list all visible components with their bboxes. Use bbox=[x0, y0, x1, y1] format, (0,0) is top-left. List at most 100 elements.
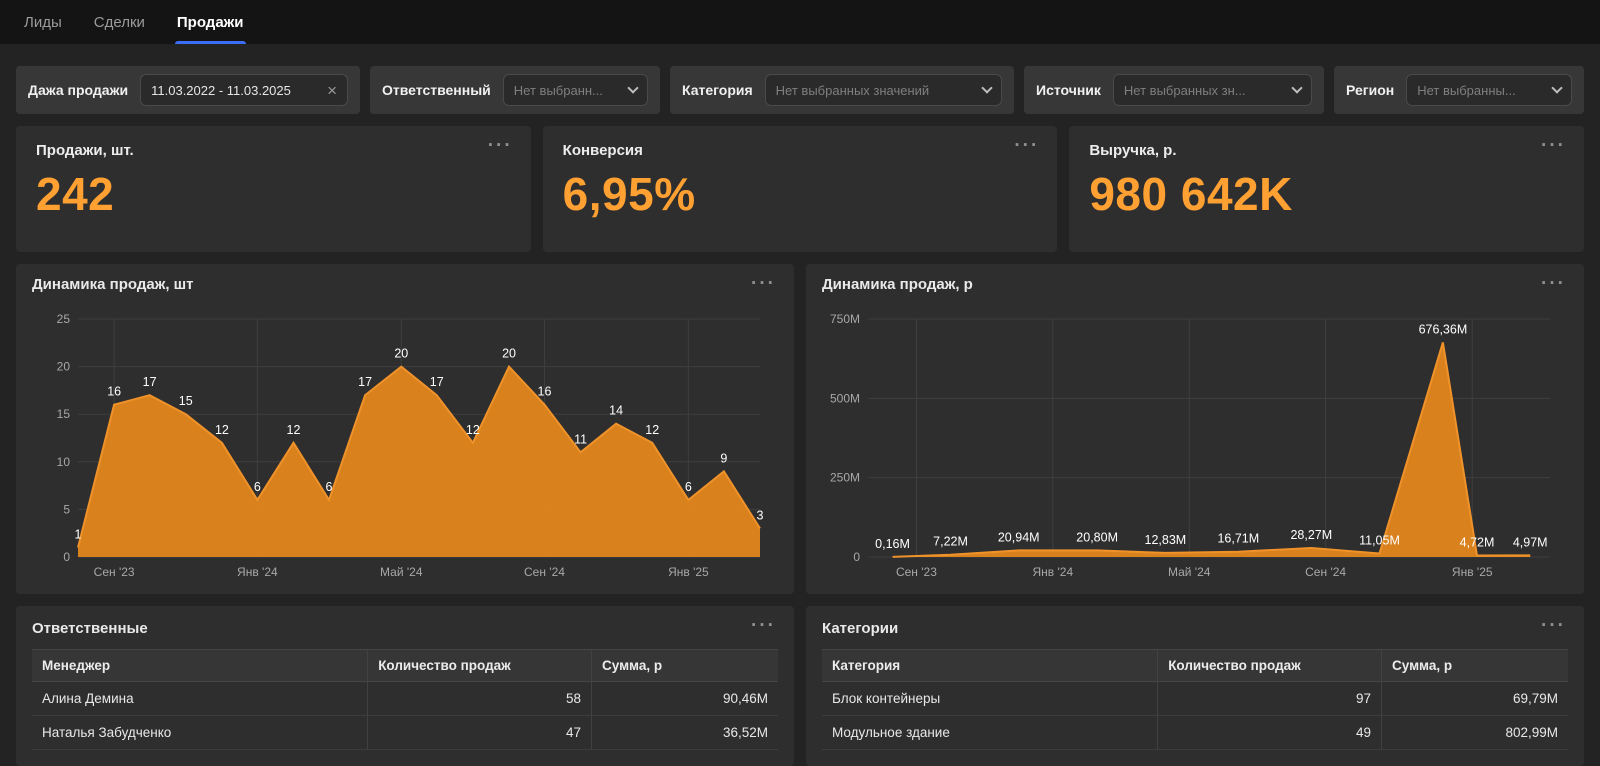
card-menu-button[interactable]: ··· bbox=[1010, 132, 1043, 159]
filter-label: Дажа продажи bbox=[28, 82, 128, 98]
table-title: Ответственные bbox=[32, 620, 778, 637]
svg-text:Янв '25: Янв '25 bbox=[1452, 565, 1493, 579]
svg-text:20: 20 bbox=[502, 347, 516, 361]
kpi-value: 6,95% bbox=[563, 167, 1038, 221]
kpi-title: Продажи, шт. bbox=[36, 142, 511, 159]
svg-text:9: 9 bbox=[720, 451, 727, 465]
filter-select-category[interactable]: Нет выбранных значений bbox=[765, 74, 1002, 106]
svg-text:20: 20 bbox=[57, 360, 71, 374]
svg-text:16: 16 bbox=[107, 385, 121, 399]
chart-card-sales-dynamics-count: ···Динамика продаж, шт0510152025Сен '23Я… bbox=[16, 264, 794, 594]
svg-text:1: 1 bbox=[75, 527, 82, 541]
card-menu-button[interactable]: ··· bbox=[1537, 270, 1570, 297]
managers-table: МенеджерКоличество продажСумма, рАлина Д… bbox=[32, 649, 778, 750]
svg-text:14: 14 bbox=[609, 404, 623, 418]
table-cell: 47 bbox=[368, 716, 592, 750]
svg-text:12: 12 bbox=[645, 423, 659, 437]
filter-select-region[interactable]: Нет выбранны... bbox=[1406, 74, 1572, 106]
card-menu-button[interactable]: ··· bbox=[484, 132, 517, 159]
svg-text:16,71M: 16,71M bbox=[1217, 532, 1259, 546]
card-menu-button[interactable]: ··· bbox=[747, 270, 780, 297]
select-placeholder: Нет выбранных значений bbox=[776, 83, 971, 98]
svg-text:11,05M: 11,05M bbox=[1359, 533, 1400, 547]
table-row: Модульное здание49802,99M bbox=[822, 716, 1568, 750]
chevron-down-icon bbox=[1551, 82, 1562, 93]
chart-card-sales-dynamics-revenue: ···Динамика продаж, р0250M500M750MСен '2… bbox=[806, 264, 1584, 594]
chart-title: Динамика продаж, р bbox=[822, 276, 1568, 293]
table-cell: 90,46M bbox=[591, 682, 778, 716]
kpi-title: Выручка, р. bbox=[1089, 142, 1564, 159]
svg-text:750M: 750M bbox=[830, 312, 860, 326]
card-menu-button[interactable]: ··· bbox=[747, 612, 780, 639]
svg-text:Сен '24: Сен '24 bbox=[1305, 565, 1346, 579]
svg-text:Сен '23: Сен '23 bbox=[94, 565, 135, 579]
date-range-input[interactable]: 11.03.2022 - 11.03.2025 × bbox=[140, 74, 348, 106]
sales-dynamics-count-area-chart: 0510152025Сен '23Янв '24Май '24Сен '24Ян… bbox=[32, 295, 778, 583]
svg-text:Май '24: Май '24 bbox=[1168, 565, 1211, 579]
filter-region: Регион Нет выбранны... bbox=[1334, 66, 1584, 114]
svg-text:5: 5 bbox=[63, 502, 70, 516]
svg-text:4,97M: 4,97M bbox=[1513, 535, 1548, 549]
table-card-managers: ···Ответственные МенеджерКоличество прода… bbox=[16, 606, 794, 766]
chevron-down-icon bbox=[1291, 82, 1302, 93]
svg-text:Янв '25: Янв '25 bbox=[668, 565, 709, 579]
column-header: Менеджер bbox=[32, 650, 368, 682]
tab-sales[interactable]: Продажи bbox=[161, 0, 260, 44]
svg-text:Янв '24: Янв '24 bbox=[1033, 565, 1074, 579]
kpi-card-sales-count: ···Продажи, шт. 242 bbox=[16, 126, 531, 252]
svg-text:676,36M: 676,36M bbox=[1419, 322, 1468, 336]
table-cell: 97 bbox=[1158, 682, 1382, 716]
svg-text:0,16M: 0,16M bbox=[875, 537, 910, 551]
tab-deals[interactable]: Сделки bbox=[78, 0, 161, 44]
card-menu-button[interactable]: ··· bbox=[1537, 132, 1570, 159]
tables-row: ···ОтветственныеМенеджерКоличество прода… bbox=[16, 606, 1584, 766]
svg-text:12: 12 bbox=[215, 423, 229, 437]
svg-text:3: 3 bbox=[757, 508, 764, 522]
svg-text:250M: 250M bbox=[830, 471, 860, 485]
filter-label: Регион bbox=[1346, 82, 1394, 98]
select-placeholder: Нет выбранны... bbox=[1417, 83, 1541, 98]
svg-text:11: 11 bbox=[574, 432, 587, 446]
svg-text:17: 17 bbox=[143, 375, 157, 389]
table-cell: 58 bbox=[368, 682, 592, 716]
table-cell: Модульное здание bbox=[822, 716, 1158, 750]
filter-responsible: ОтветственныйНет выбранн... bbox=[370, 66, 660, 114]
svg-text:25: 25 bbox=[57, 312, 71, 326]
clear-date-icon[interactable]: × bbox=[327, 82, 337, 99]
svg-text:7,22M: 7,22M bbox=[933, 535, 968, 549]
filter-label: Категория bbox=[682, 82, 753, 98]
tab-leads[interactable]: Лиды bbox=[8, 0, 78, 44]
filter-select-source[interactable]: Нет выбранных зн... bbox=[1113, 74, 1312, 106]
svg-text:Май '24: Май '24 bbox=[380, 565, 423, 579]
card-menu-button[interactable]: ··· bbox=[1537, 612, 1570, 639]
svg-text:12: 12 bbox=[287, 423, 301, 437]
date-range-value: 11.03.2022 - 11.03.2025 bbox=[151, 83, 291, 98]
svg-text:10: 10 bbox=[57, 455, 71, 469]
svg-text:0: 0 bbox=[63, 550, 70, 564]
table-cell: Алина Демина bbox=[32, 682, 368, 716]
kpi-card-revenue: ···Выручка, р. 980 642K bbox=[1069, 126, 1584, 252]
table-row: Алина Демина5890,46M bbox=[32, 682, 778, 716]
table-header-row: КатегорияКоличество продажСумма, р bbox=[822, 650, 1568, 682]
svg-text:20,80M: 20,80M bbox=[1076, 530, 1118, 544]
table-cell: 802,99M bbox=[1381, 716, 1568, 750]
table-cell: Наталья Забудченко bbox=[32, 716, 368, 750]
svg-text:12,83M: 12,83M bbox=[1145, 533, 1187, 547]
svg-text:28,27M: 28,27M bbox=[1290, 528, 1332, 542]
svg-text:Янв '24: Янв '24 bbox=[237, 565, 278, 579]
categories-table: КатегорияКоличество продажСумма, рБлок к… bbox=[822, 649, 1568, 750]
filter-sale-date: Дажа продажи 11.03.2022 - 11.03.2025 × bbox=[16, 66, 360, 114]
filter-source: ИсточникНет выбранных зн... bbox=[1024, 66, 1324, 114]
filter-category: Категория Нет выбранных значений bbox=[670, 66, 1014, 114]
svg-text:16: 16 bbox=[538, 385, 552, 399]
filter-select-responsible[interactable]: Нет выбранн... bbox=[503, 74, 648, 106]
table-cell: 49 bbox=[1158, 716, 1382, 750]
column-header: Сумма, р bbox=[591, 650, 778, 682]
filter-bar: Дажа продажи 11.03.2022 - 11.03.2025 × Отве… bbox=[16, 66, 1584, 114]
kpi-value: 242 bbox=[36, 167, 511, 221]
kpi-value: 980 642K bbox=[1089, 167, 1564, 221]
svg-text:12: 12 bbox=[466, 423, 480, 437]
kpi-card-conversion: ···Конверсия6,95% bbox=[543, 126, 1058, 252]
table-cell: 69,79M bbox=[1381, 682, 1568, 716]
table-row: Блок контейнеры9769,79M bbox=[822, 682, 1568, 716]
